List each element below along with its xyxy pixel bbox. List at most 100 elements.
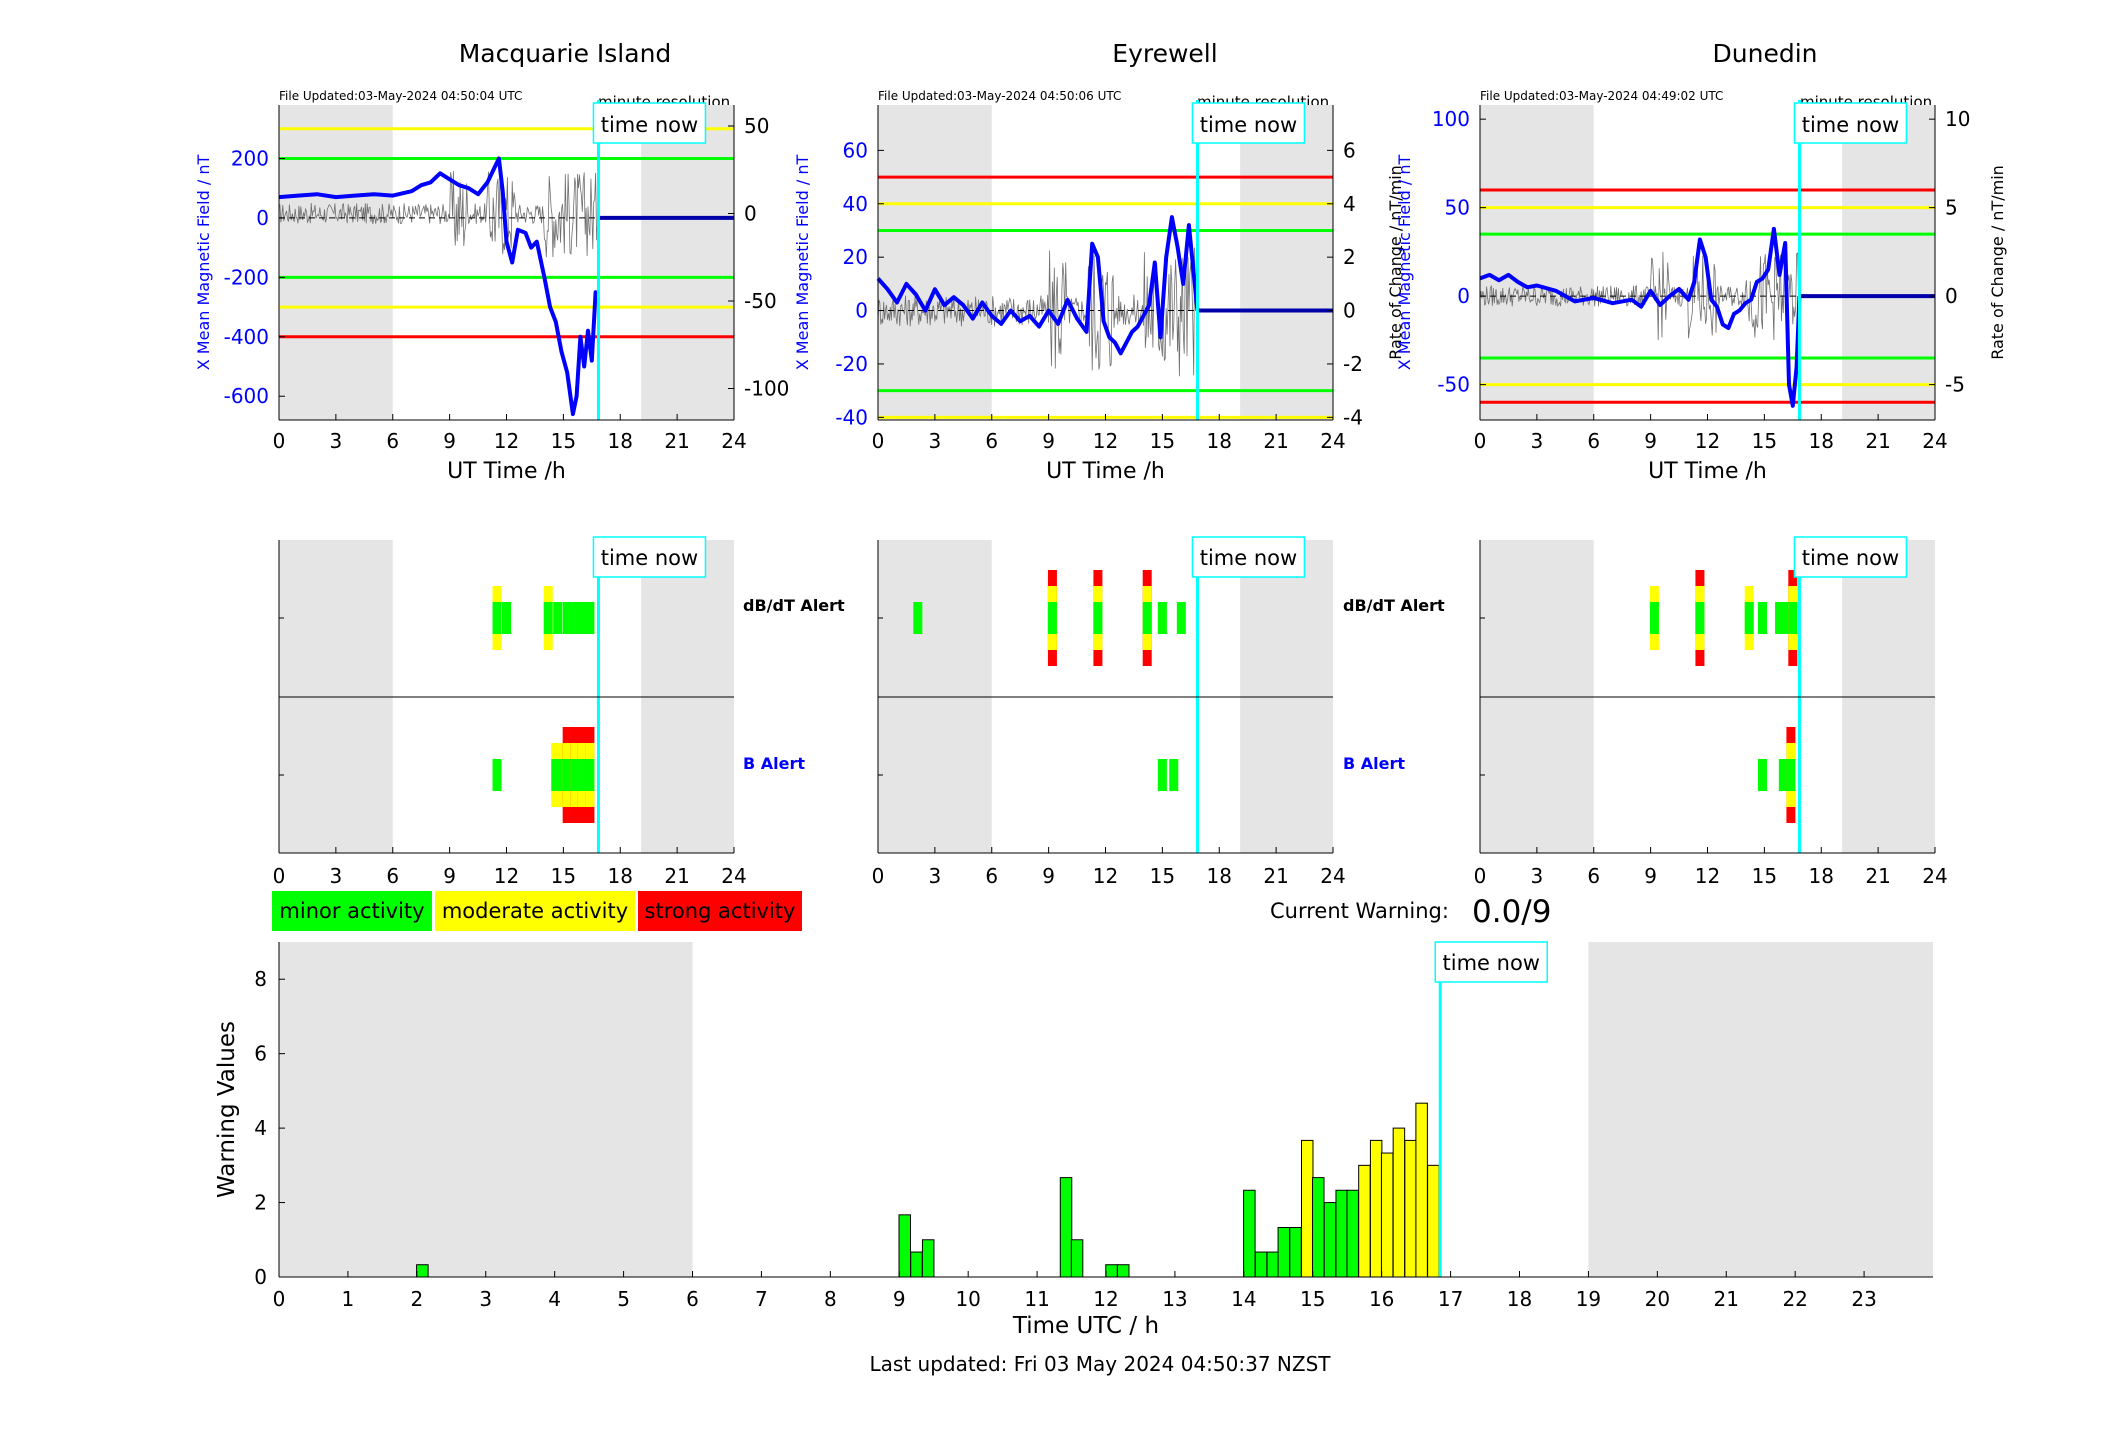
y-tick-label-left: 0	[1457, 284, 1470, 308]
y-axis-label-left: X Mean Magnetic Field / nT	[1395, 155, 1414, 371]
dbdt-alert-mark-minor	[913, 602, 923, 634]
x-tick-label: 6	[985, 864, 998, 888]
x-tick-label: 19	[1576, 1287, 1601, 1311]
y-tick-label-right: 50	[744, 114, 769, 138]
time-now-box	[1434, 941, 1548, 983]
x-tick-label: 9	[893, 1287, 906, 1311]
x-tick-label: 18	[608, 429, 633, 453]
dbdt-alert-mark-minor	[1695, 602, 1705, 634]
dbdt-alert-mark-minor	[1047, 602, 1057, 634]
x-tick-label: 10	[955, 1287, 980, 1311]
time-now-box	[592, 102, 707, 144]
x-tick-label: 9	[443, 864, 456, 888]
b-alert-mark-minor	[570, 759, 580, 791]
y-tick-label-right: 0	[1343, 299, 1356, 323]
b-alert-mark-minor	[585, 759, 595, 791]
night-shade	[279, 942, 693, 1277]
b-alert-mark-minor	[562, 759, 572, 791]
warning-bar	[910, 1251, 923, 1278]
x-tick-label: 15	[1150, 429, 1175, 453]
x-tick-label: 4	[548, 1287, 561, 1311]
x-tick-label: 3	[330, 429, 343, 453]
y-tick-label-right: 0	[744, 202, 757, 226]
x-tick-label: 6	[686, 1287, 699, 1311]
x-tick-label: 6	[1587, 864, 1600, 888]
x-tick-label: 9	[443, 429, 456, 453]
x-tick-label: 9	[1042, 864, 1055, 888]
legend-label-minor: minor activity	[279, 899, 424, 923]
x-tick-label: 0	[273, 429, 286, 453]
dbdt-alert-mark-minor	[502, 602, 511, 634]
warning-bar	[1427, 1164, 1440, 1278]
legend-swatch-minor	[272, 891, 432, 931]
warning-bar	[1116, 1264, 1130, 1278]
dbdt-alert-label-macquarie: dB/dT Alert	[743, 596, 845, 615]
current-warning-label: Current Warning:	[1270, 899, 1449, 923]
x-tick-label: 11	[1024, 1287, 1049, 1311]
x-tick-label: 24	[1922, 864, 1947, 888]
dbdt-alert-mark-minor	[577, 602, 587, 634]
x-axis-label: Time UTC / h	[1012, 1313, 1159, 1339]
y-tick-label-right: -2	[1343, 352, 1363, 376]
x-tick-label: 3	[929, 864, 942, 888]
x-tick-label: 12	[494, 864, 519, 888]
night-shade	[1480, 105, 1594, 420]
y-axis-label-right: Rate of Change / nT/min	[1988, 165, 2007, 360]
rate-of-change-trace	[278, 170, 598, 258]
rate-of-change-trace	[1479, 251, 1799, 341]
dbdt-alert-mark-minor	[1744, 602, 1754, 634]
y-tick-label-right: -4	[1343, 405, 1363, 429]
dbdt-alert-mark-minor	[570, 602, 580, 634]
file-updated-eyrewell: File Updated:03-May-2024 04:50:06 UTC	[878, 89, 1121, 103]
night-shade	[279, 105, 393, 420]
y-tick-label-left: -200	[224, 265, 269, 289]
time-now-label: time now	[1802, 546, 1899, 570]
x-tick-label: 0	[872, 429, 885, 453]
x-tick-label: 1	[342, 1287, 355, 1311]
b-alert-mark-minor	[1778, 759, 1788, 791]
x-tick-label: 6	[386, 429, 399, 453]
y-tick-label-left: 0	[855, 299, 868, 323]
y-tick-label-left: 60	[843, 138, 868, 162]
dbdt-alert-mark-minor	[543, 602, 553, 634]
warning-bar	[1415, 1102, 1428, 1278]
warning-bar	[1369, 1139, 1383, 1278]
x-tick-label: 24	[1320, 864, 1345, 888]
warning-bar	[1289, 1226, 1302, 1278]
field-plot-macquarie: time now 0 3 6 9 12 15 18 21 24 -600 -400 -200 0 200 -1…	[194, 100, 789, 484]
y-tick-label-left: 100	[1432, 107, 1470, 131]
y-tick-label: 2	[254, 1191, 267, 1215]
station-title-eyrewell: Eyrewell	[1112, 39, 1217, 68]
legend-label-strong: strong activity	[645, 899, 796, 923]
x-tick-label: 15	[1300, 1287, 1325, 1311]
night-shade	[641, 105, 734, 420]
time-now-box	[1191, 102, 1306, 144]
x-tick-label: 12	[494, 429, 519, 453]
x-tick-label: 18	[1207, 864, 1232, 888]
station-title-macquarie: Macquarie Island	[459, 39, 672, 68]
y-tick-label-right: 6	[1343, 138, 1356, 162]
x-axis-label: UT Time /h	[447, 459, 566, 484]
warning-bar	[1105, 1264, 1118, 1278]
x-tick-label: 3	[1531, 864, 1544, 888]
y-tick-label-left: 20	[843, 245, 868, 269]
y-tick-label-left: -20	[835, 352, 868, 376]
file-updated-macquarie: File Updated:03-May-2024 04:50:04 UTC	[279, 89, 522, 103]
station-title-dunedin: Dunedin	[1713, 39, 1818, 68]
x-tick-label: 12	[1093, 1287, 1118, 1311]
warning-bar	[1346, 1189, 1359, 1278]
alert-plot-eyrewell: time now 0 3 6 9 12 15 18 21 24	[872, 536, 1346, 888]
b-alert-mark-minor	[1786, 759, 1796, 791]
b-alert-mark-minor	[492, 759, 502, 791]
alert-plot-dunedin: time now 0 3 6 9 12 15 18 21 24	[1474, 536, 1948, 888]
warning-bar	[1300, 1139, 1314, 1278]
x-tick-label: 9	[1042, 429, 1055, 453]
warning-bar	[1243, 1189, 1256, 1278]
legend-swatch-moderate	[435, 891, 635, 931]
field-series-line	[1479, 226, 1802, 408]
time-now-label: time now	[1200, 113, 1297, 137]
dbdt-alert-mark-minor	[585, 602, 595, 634]
dbdt-alert-mark-minor	[1782, 602, 1792, 634]
